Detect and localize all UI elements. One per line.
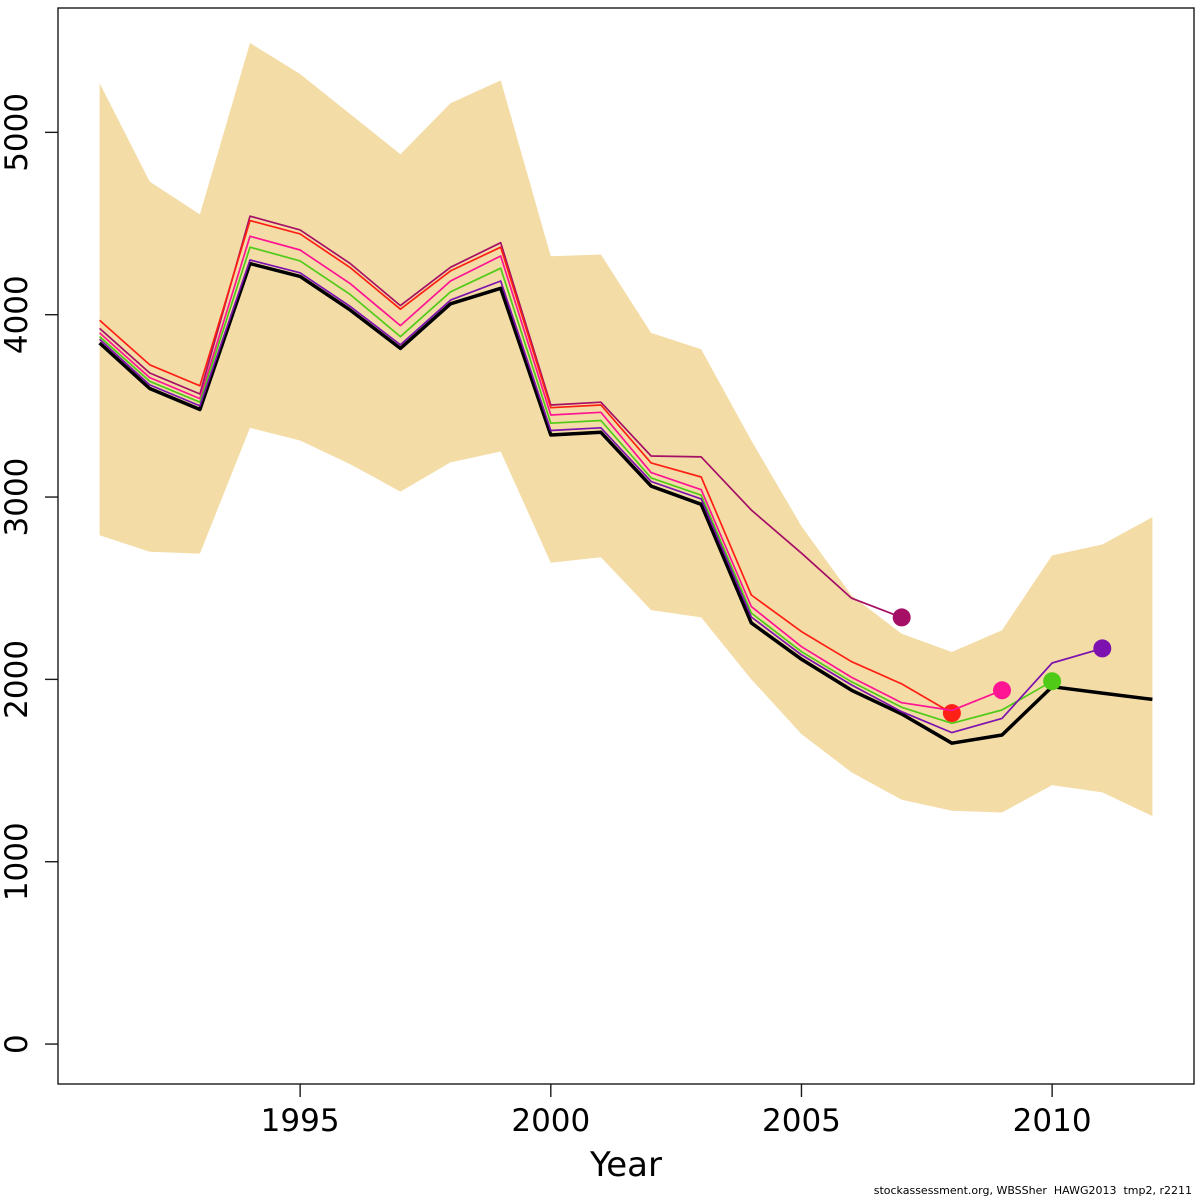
y-tick-label: 2000 — [0, 640, 35, 719]
retro-peel-to-2010-endpoint-dot — [1043, 672, 1062, 691]
retro-peel-to-2009-endpoint-dot — [993, 681, 1011, 700]
x-tick-label: 1995 — [261, 1103, 340, 1139]
y-tick-label: 0 — [0, 1034, 35, 1054]
footer-credit: stockassessment.org, WBSSher HAWG2013 tm… — [874, 1184, 1192, 1197]
retro-peel-to-2009-line — [99, 235, 1003, 712]
y-tick-label: 4000 — [0, 275, 35, 354]
retro-peel-to-2010-line — [99, 246, 1053, 725]
series-lines-layer — [98, 215, 1153, 745]
y-tick-label: 3000 — [0, 458, 35, 537]
x-axis-title: Year — [589, 1145, 662, 1185]
y-tick-label: 5000 — [0, 93, 35, 172]
y-tick-label: 1000 — [0, 822, 35, 901]
retro-peel-to-2008-endpoint-dot — [942, 704, 961, 723]
x-tick-label: 2005 — [762, 1103, 841, 1139]
retro-peel-to-2007-endpoint-dot — [892, 608, 911, 627]
retro-peel-to-2008-line — [99, 219, 953, 714]
current-assessment-to-2012-line — [98, 261, 1153, 745]
x-tick-label: 2010 — [1013, 1103, 1092, 1139]
plot-border-box — [57, 7, 1195, 1085]
axes-layer: 1995 2000 2005 2010 0 1000 2000 3000 4000 5000 — [0, 7, 1195, 1139]
retro-peel-to-2011-line — [99, 259, 1103, 734]
x-tick-label: 2000 — [511, 1103, 590, 1139]
retro-peel-to-2011-endpoint-dot — [1093, 639, 1112, 658]
